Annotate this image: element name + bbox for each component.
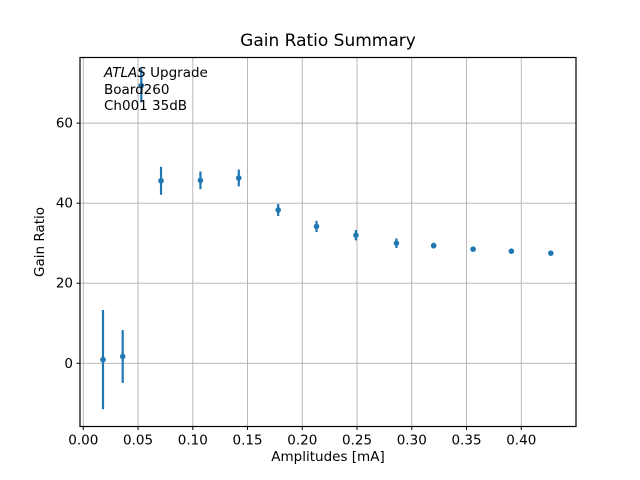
annotation-line-1-rest: Upgrade <box>145 65 208 81</box>
y-tick-label: 0 <box>64 356 73 372</box>
annotation-experiment-name: ATLAS <box>104 65 146 81</box>
chart-title: Gain Ratio Summary <box>240 31 416 51</box>
x-axis-label: Amplitudes [mA] <box>271 449 385 465</box>
annotation-line-1: ATLAS Upgrade <box>104 65 208 82</box>
y-tick-label: 60 <box>56 116 73 132</box>
data-point <box>508 248 515 255</box>
data-point <box>353 232 359 238</box>
x-tick-label: 0.25 <box>342 433 372 449</box>
x-tick-label: 0.10 <box>178 433 208 449</box>
data-point <box>313 223 320 230</box>
x-tick-label: 0.00 <box>68 433 98 449</box>
data-point <box>393 240 400 247</box>
annotation-line-2: Board260 <box>104 81 170 98</box>
data-point <box>470 246 476 253</box>
data-point <box>119 353 126 360</box>
x-tick-label: 0.40 <box>506 433 536 449</box>
x-tick-label: 0.20 <box>287 433 317 449</box>
annotation-line-3: Ch001 35dB <box>104 98 188 114</box>
data-point <box>138 82 145 89</box>
axes-spines <box>79 56 577 428</box>
data-point <box>548 250 554 257</box>
y-axis-label: Gain Ratio <box>32 207 48 277</box>
data-point <box>197 177 204 184</box>
y-tick-label: 40 <box>56 196 73 212</box>
annotation-block: ATLAS Upgrade Board260 Ch001 35dB <box>104 65 208 115</box>
data-point <box>430 242 437 249</box>
data-point <box>275 207 281 213</box>
y-tick-label: 20 <box>56 276 73 292</box>
x-tick-label: 0.05 <box>123 433 153 449</box>
data-point <box>100 356 106 363</box>
x-tick-label: 0.30 <box>397 433 427 449</box>
data-point <box>158 177 164 184</box>
data-point <box>235 175 242 181</box>
x-tick-label: 0.15 <box>232 433 262 449</box>
x-tick-label: 0.35 <box>451 433 481 449</box>
